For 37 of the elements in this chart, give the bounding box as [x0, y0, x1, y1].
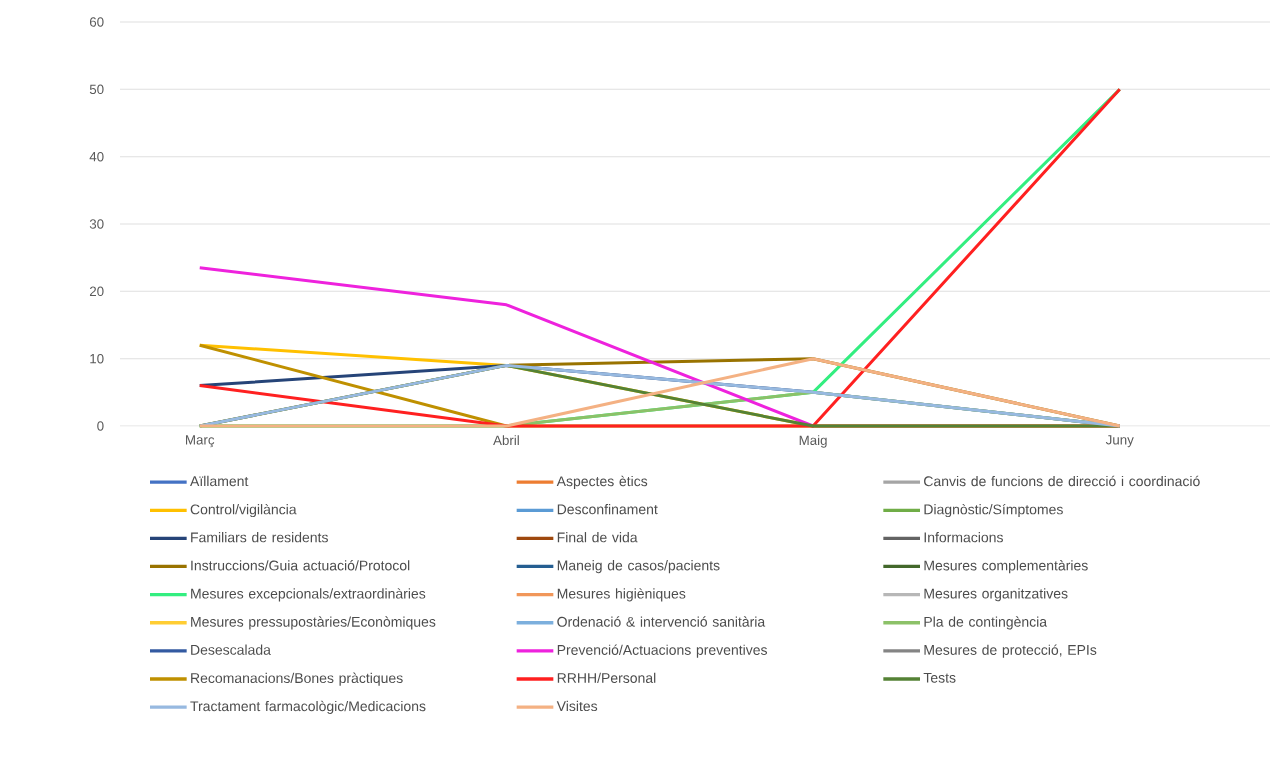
legend-label: Mesures complementàries: [924, 560, 1088, 574]
x-tick-label: Abril: [493, 435, 519, 446]
y-tick-label: 50: [89, 84, 104, 95]
legend-label: Aspectes ètics: [556, 475, 648, 489]
legend-label: Mesures pressupostàries/Econòmiques: [191, 616, 436, 630]
x-tick-label: Maig: [799, 435, 827, 448]
legend-label: Maneig de casos/pacients: [557, 560, 720, 574]
legend-label: Diagnòstic/Símptomes: [924, 503, 1063, 518]
legend-label: RRHH/Personal: [557, 672, 656, 683]
legend-label: Recomanacions/Bones pràctiques: [191, 672, 403, 686]
y-tick-label: 60: [89, 17, 104, 27]
x-tick-label: Juny: [1105, 435, 1134, 448]
legend-label: Mesures de protecció, EPIs: [924, 644, 1097, 658]
x-tick-label: Març: [186, 435, 215, 448]
legend-label: Informacions: [924, 532, 1003, 543]
y-tick-label: 20: [89, 286, 104, 297]
legend-label: Desconfinament: [557, 504, 658, 515]
y-tick-label: 30: [89, 219, 104, 229]
legend-label: Ordenació & intervenció sanitària: [557, 616, 766, 627]
legend-label: Instruccions/Guia actuació/Protocol: [191, 560, 410, 571]
y-tick-label: 10: [90, 353, 104, 364]
legend-label: Pla de contingència: [924, 616, 1048, 630]
legend-label: Tractament farmacològic/Medicacions: [190, 700, 426, 714]
legend-label: Mesures excepcionals/extraordinàries: [191, 588, 426, 602]
legend-label: Desescalada: [191, 644, 271, 655]
legend-label: Mesures higièniques: [557, 588, 686, 602]
legend-label: Aïllament: [190, 475, 249, 487]
legend-label: Canvis de funcions de direcció i coordinació: [924, 475, 1200, 487]
legend-label: Final de vida: [557, 532, 638, 543]
legend-label: Prevenció/Actuacions preventives: [557, 644, 768, 658]
y-tick-label: 40: [89, 151, 104, 162]
legend-label: Visites: [556, 700, 598, 712]
y-tick-label: 0: [97, 421, 104, 431]
legend-label: Mesures organitzatives: [924, 588, 1068, 602]
legend-label: Tests: [923, 672, 956, 683]
legend-label: Control/vigilància: [190, 503, 297, 518]
legend-label: Familiars de residents: [191, 532, 328, 543]
